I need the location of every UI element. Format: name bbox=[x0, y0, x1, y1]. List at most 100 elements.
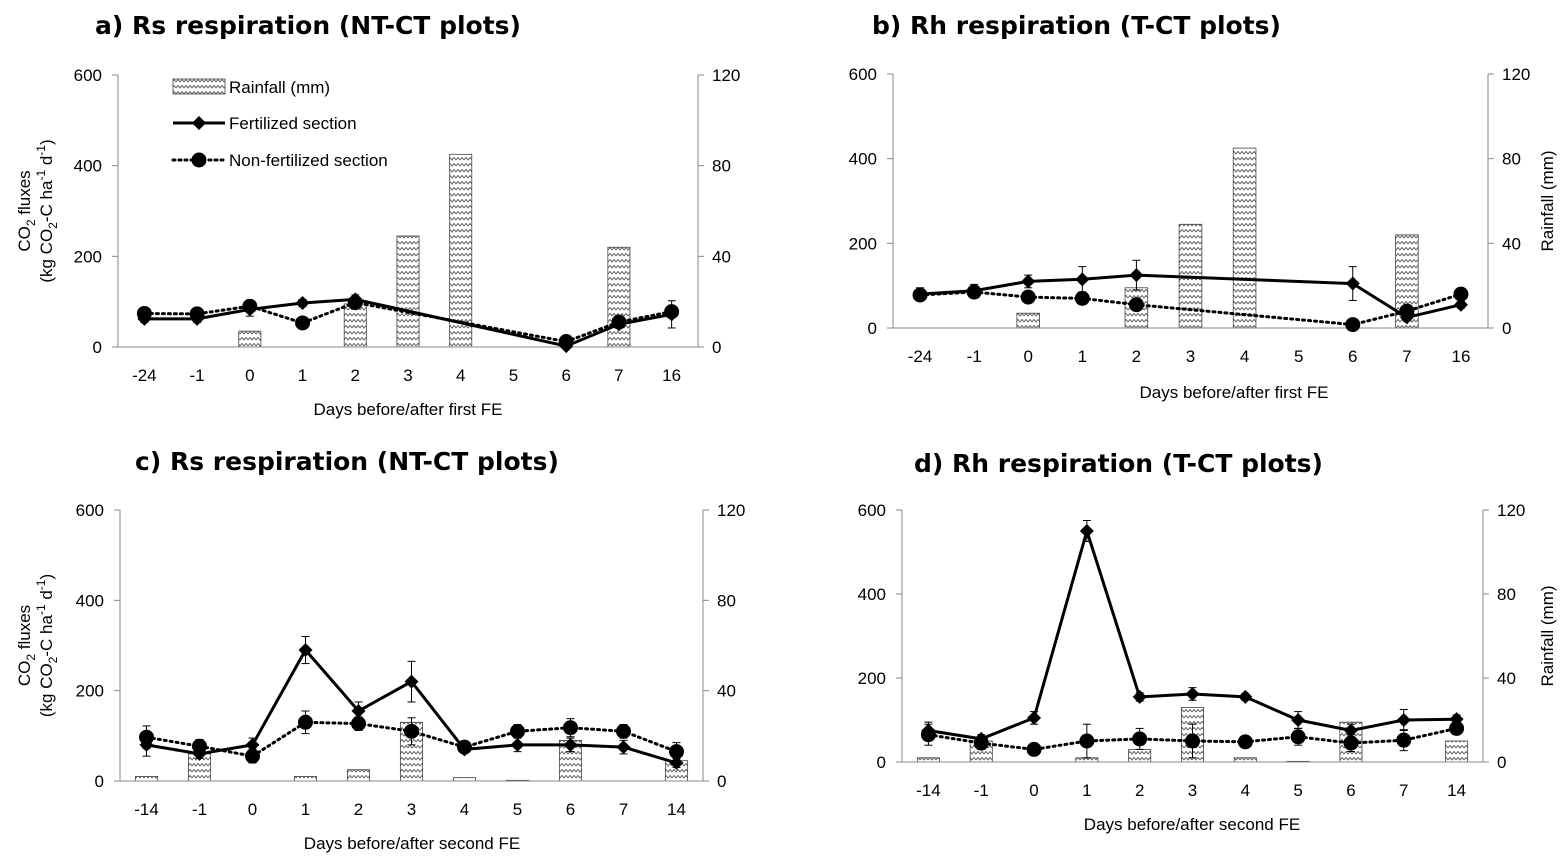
x-axis-title: Days before/after second FE bbox=[304, 834, 520, 853]
y2-tick-label: 0 bbox=[712, 338, 721, 357]
x-tick-label: 5 bbox=[513, 800, 522, 819]
legend-nonfertilized-label: Non-fertilized section bbox=[229, 151, 388, 170]
nonfertilized-point bbox=[192, 738, 207, 754]
fertilized-point bbox=[1291, 713, 1306, 727]
y-tick-label: 0 bbox=[93, 338, 102, 357]
rainfall-bar bbox=[1016, 312, 1040, 329]
nonfertilized-point bbox=[1453, 286, 1469, 302]
x-tick-label: 1 bbox=[1082, 781, 1091, 800]
y2-tick-label: 0 bbox=[717, 772, 726, 791]
x-tick-label: 14 bbox=[667, 800, 686, 819]
nonfertilized-point bbox=[1132, 731, 1148, 747]
fertilized-point bbox=[669, 755, 684, 770]
rainfall-bar bbox=[449, 153, 473, 348]
y2-tick-label: 40 bbox=[1502, 234, 1521, 253]
y2-tick-label: 120 bbox=[712, 66, 740, 85]
fertilized-point bbox=[664, 307, 679, 322]
fertilized-line bbox=[919, 273, 1462, 320]
x-tick-label: 4 bbox=[456, 366, 465, 385]
fertilized-point bbox=[295, 296, 310, 311]
nonfertilized-point bbox=[1345, 317, 1361, 333]
x-tick-label: 1 bbox=[301, 800, 310, 819]
panel-title: d) Rh respiration (T-CT plots) bbox=[914, 449, 1323, 478]
nonfertilized-point bbox=[404, 723, 419, 739]
x-tick-label: 0 bbox=[1029, 781, 1038, 800]
fertilized-point bbox=[1027, 710, 1042, 725]
panel-title: b) Rh respiration (T-CT plots) bbox=[872, 11, 1281, 40]
rainfall-bar bbox=[1445, 740, 1469, 763]
fertilized-point bbox=[192, 746, 207, 761]
nonfertilized-point bbox=[1396, 732, 1412, 748]
fertilized-point bbox=[245, 737, 260, 752]
x-tick-label: 0 bbox=[1023, 347, 1032, 366]
x-tick-label: 5 bbox=[509, 366, 518, 385]
fertilized-point bbox=[1449, 712, 1464, 727]
x-tick-label: 7 bbox=[614, 366, 623, 385]
x-axis-title: Days before/after second FE bbox=[1084, 815, 1300, 834]
x-tick-label: 6 bbox=[1346, 781, 1355, 800]
y2-tick-label: 80 bbox=[717, 591, 736, 610]
fertilized-point bbox=[510, 737, 525, 752]
fertilized-point bbox=[1132, 689, 1147, 704]
y-tick-label: 400 bbox=[76, 591, 104, 610]
rainfall-bar bbox=[396, 235, 420, 348]
fertilized-point bbox=[913, 287, 928, 302]
nonfertilized-point bbox=[1079, 733, 1095, 749]
rainfall-bar bbox=[346, 769, 371, 782]
rainfall-bar bbox=[343, 303, 367, 348]
y-tick-label: 600 bbox=[858, 501, 886, 520]
y2-tick-label: 80 bbox=[712, 157, 731, 176]
legend-fertilized-label: Fertilized section bbox=[229, 114, 357, 133]
rainfall-bar bbox=[1232, 147, 1257, 329]
y-tick-label: 0 bbox=[868, 319, 877, 338]
x-tick-label: 0 bbox=[245, 366, 254, 385]
x-tick-label: 2 bbox=[1132, 347, 1141, 366]
fertilized-point bbox=[242, 302, 257, 317]
fertilized-point bbox=[1345, 276, 1360, 291]
x-tick-label: -1 bbox=[190, 366, 205, 385]
x-tick-label: -14 bbox=[134, 800, 159, 819]
legend-nonfertilized-marker bbox=[191, 152, 207, 168]
x-tick-label: 3 bbox=[407, 800, 416, 819]
x-tick-label: 6 bbox=[566, 800, 575, 819]
nonfertilized-point bbox=[1074, 290, 1090, 306]
y-axis-title: CO2 fluxes(kg CO2-C ha-1 d-1) bbox=[15, 574, 60, 717]
nonfertilized-point bbox=[1020, 289, 1036, 305]
fertilized-point bbox=[404, 674, 419, 689]
y-tick-label: 600 bbox=[74, 66, 102, 85]
x-axis-title: Days before/after first FE bbox=[314, 400, 503, 419]
nonfertilized-point bbox=[1128, 297, 1144, 313]
fertilized-point bbox=[137, 311, 152, 326]
y-tick-label: 400 bbox=[849, 150, 877, 169]
x-axis-title: Days before/after first FE bbox=[1140, 383, 1329, 402]
y2-tick-label: 0 bbox=[1502, 319, 1511, 338]
x-tick-label: 6 bbox=[1348, 347, 1357, 366]
rainfall-bar bbox=[238, 330, 262, 348]
x-tick-label: 14 bbox=[1447, 781, 1466, 800]
y2-axis-title: Rainfall (mm) bbox=[1538, 150, 1557, 251]
y2-tick-label: 80 bbox=[1502, 150, 1521, 169]
fertilized-point bbox=[967, 283, 982, 298]
chart-panel-2: b) Rh respiration (T-CT plots)0200400600… bbox=[849, 11, 1557, 402]
legend: Rainfall (mm) Fertilized section Non-ferti… bbox=[171, 78, 388, 170]
nonfertilized-point bbox=[245, 748, 260, 764]
fertilized-point bbox=[616, 740, 631, 755]
x-tick-label: 7 bbox=[1402, 347, 1411, 366]
fertilized-point bbox=[1343, 723, 1358, 738]
fertilized-point bbox=[1396, 713, 1411, 727]
fertilized-point bbox=[351, 703, 366, 718]
chart-panel-4: d) Rh respiration (T-CT plots)0200400600… bbox=[858, 449, 1557, 834]
y-tick-label: 0 bbox=[877, 753, 886, 772]
y-axis-title: CO2 fluxes(kg CO2-C ha-1 d-1) bbox=[15, 139, 60, 282]
nonfertilized-point bbox=[298, 714, 313, 730]
y2-tick-label: 0 bbox=[1497, 753, 1506, 772]
x-tick-label: 2 bbox=[1135, 781, 1144, 800]
chart-panel-1: a) Rs respiration (NT-CT plots)020040060… bbox=[15, 11, 740, 419]
rainfall-bar bbox=[916, 757, 940, 763]
x-tick-label: 5 bbox=[1293, 781, 1302, 800]
fertilized-point bbox=[559, 339, 574, 354]
x-tick-label: 7 bbox=[1399, 781, 1408, 800]
x-tick-label: 0 bbox=[248, 800, 257, 819]
x-tick-label: 2 bbox=[351, 366, 360, 385]
fertilized-point bbox=[1075, 272, 1090, 287]
